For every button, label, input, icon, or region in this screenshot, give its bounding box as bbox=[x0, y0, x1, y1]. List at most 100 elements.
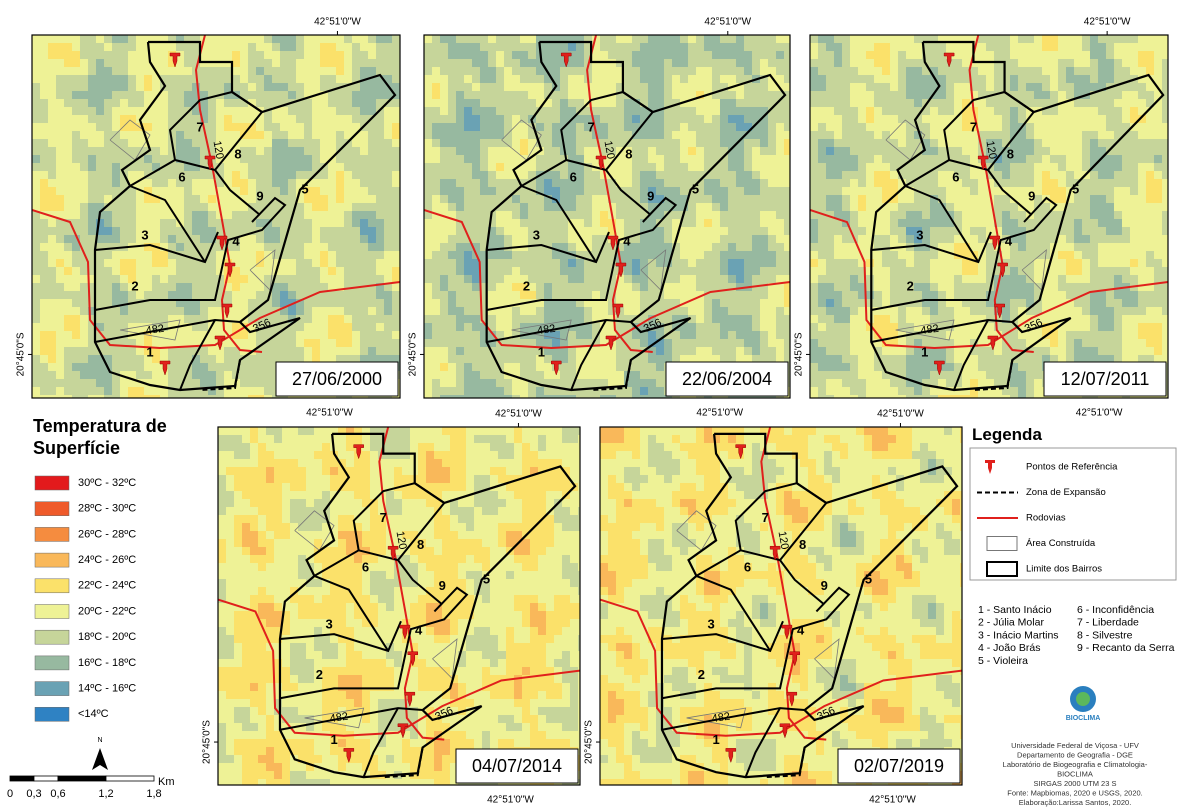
neighborhood-number: 6 bbox=[570, 169, 577, 184]
legend-swatch bbox=[35, 656, 69, 670]
map-date: 27/06/2000 bbox=[292, 369, 382, 389]
neighborhood-number: 2 bbox=[523, 278, 530, 293]
credit-line: Elaboração:Larissa Santos, 2020. bbox=[1019, 798, 1132, 807]
neighborhood-number: 1 bbox=[712, 732, 719, 747]
legend-title: Temperatura deSuperfície bbox=[33, 416, 167, 458]
scale-segment bbox=[34, 776, 58, 781]
credit-line: BIOCLIMA bbox=[1057, 770, 1093, 779]
neighborhood-number: 7 bbox=[970, 119, 977, 134]
neighborhood-name: 1 - Santo Inácio bbox=[978, 604, 1052, 616]
neighborhood-number: 2 bbox=[698, 667, 705, 682]
latitude-label: 20°45'0"S bbox=[408, 332, 419, 376]
map-date: 22/06/2004 bbox=[682, 369, 772, 389]
longitude-label: 42°51'0"W bbox=[306, 408, 353, 419]
neighborhood-name: 4 - João Brás bbox=[978, 642, 1040, 654]
latitude-label: 20°45'0"S bbox=[16, 332, 27, 376]
neighborhood-number: 5 bbox=[865, 571, 872, 586]
neighborhood-number: 4 bbox=[797, 623, 805, 638]
neighborhood-number: 7 bbox=[380, 510, 387, 525]
scale-label: 1,8 bbox=[146, 788, 161, 800]
legend-swatch bbox=[35, 553, 69, 567]
neighborhood-number: 1 bbox=[146, 344, 153, 359]
longitude-label: 42°51'0"W bbox=[704, 17, 751, 28]
neighborhood-number: 7 bbox=[196, 119, 203, 134]
neighborhood-number: 6 bbox=[362, 559, 369, 574]
neighborhood-number: 2 bbox=[907, 278, 914, 293]
credit-line: Universidade Federal de Viçosa - UFV bbox=[1011, 741, 1139, 750]
legend-swatch bbox=[35, 476, 69, 490]
neighborhood-number: 1 bbox=[538, 344, 545, 359]
neighborhood-number: 5 bbox=[301, 181, 308, 196]
neighborhood-number: 1 bbox=[330, 732, 337, 747]
neighborhood-number: 2 bbox=[316, 667, 323, 682]
neighborhood-number: 3 bbox=[916, 227, 923, 242]
latitude-label: 20°45'0"S bbox=[202, 720, 213, 764]
map-panel: 12345678948235612027/06/200042°51'0"W42°… bbox=[16, 17, 400, 419]
credit-line: Departamento de Geografia - DGE bbox=[1017, 751, 1133, 760]
road-label: 482 bbox=[536, 323, 556, 337]
legend-label: 30ºC - 32ºC bbox=[78, 477, 136, 489]
scale-segment bbox=[106, 776, 154, 781]
map-date: 04/07/2014 bbox=[472, 756, 562, 776]
legend-label: 14ºC - 16ºC bbox=[78, 683, 136, 695]
road-label: 482 bbox=[145, 323, 165, 337]
legend-built bbox=[987, 537, 1017, 551]
latitude-label: 20°45'0"S bbox=[794, 332, 805, 376]
page: 12345678948235612027/06/200042°51'0"W42°… bbox=[0, 0, 1182, 812]
neighborhood-number: 8 bbox=[417, 537, 424, 552]
legend-label: <14ºC bbox=[78, 708, 109, 720]
north-label: N bbox=[97, 737, 102, 744]
neighborhood-number: 3 bbox=[533, 227, 540, 242]
neighborhood-name: 9 - Recanto da Serra bbox=[1077, 642, 1175, 654]
credit-line: SIRGAS 2000 UTM 23 S bbox=[1034, 779, 1117, 788]
logo-mark bbox=[1076, 692, 1090, 706]
credit-line: Fonte: Mapbiomas, 2020 e USGS, 2020. bbox=[1007, 789, 1143, 798]
neighborhood-name: 7 - Liberdade bbox=[1077, 617, 1139, 629]
neighborhood-number: 4 bbox=[623, 233, 631, 248]
neighborhood-number: 8 bbox=[625, 146, 632, 161]
map-body: 123456789482356120 bbox=[424, 35, 792, 403]
legend-swatch bbox=[35, 502, 69, 516]
legend-swatch bbox=[35, 630, 69, 644]
neighborhood-number: 9 bbox=[821, 578, 828, 593]
logo-text: BIOCLIMA bbox=[1066, 715, 1101, 722]
legend-title-line: Superfície bbox=[33, 438, 120, 458]
neighborhood-number: 7 bbox=[587, 119, 594, 134]
north-arrow bbox=[92, 748, 108, 770]
neighborhood-number: 4 bbox=[1005, 233, 1013, 248]
map-body: 123456789482356120 bbox=[218, 427, 586, 787]
neighborhood-number: 6 bbox=[178, 169, 185, 184]
longitude-label: 42°51'0"W bbox=[314, 17, 361, 28]
neighborhood-number: 9 bbox=[439, 578, 446, 593]
figure: 12345678948235612027/06/200042°51'0"W42°… bbox=[0, 0, 1182, 812]
legend-label: 18ºC - 20ºC bbox=[78, 631, 136, 643]
scale-label: 1,2 bbox=[98, 788, 113, 800]
latitude-label: 20°45'0"S bbox=[584, 720, 595, 764]
neighborhood-number: 9 bbox=[1028, 188, 1035, 203]
scale-label: 0,3 bbox=[26, 788, 41, 800]
legend-item: Zona de Expansão bbox=[1026, 487, 1106, 498]
legend-item: Área Construída bbox=[1026, 538, 1096, 549]
legend-label: 28ºC - 30ºC bbox=[78, 503, 136, 515]
road-label: 482 bbox=[920, 323, 940, 337]
map-date: 12/07/2011 bbox=[1061, 369, 1150, 389]
road-label: 482 bbox=[711, 711, 731, 725]
neighborhood-number: 6 bbox=[744, 559, 751, 574]
legend-label: 26ºC - 28ºC bbox=[78, 528, 136, 540]
longitude-label: 42°51'0"W bbox=[696, 408, 743, 419]
scale-segment bbox=[10, 776, 34, 781]
neighborhood-number: 7 bbox=[762, 510, 769, 525]
legend-swatch bbox=[35, 579, 69, 593]
scale-segment bbox=[58, 776, 106, 781]
neighborhood-name: 5 - Violeira bbox=[978, 655, 1028, 667]
longitude-label: 42°51'0"W bbox=[487, 795, 534, 806]
neighborhood-number: 3 bbox=[708, 617, 715, 632]
legend-title-line: Temperatura de bbox=[33, 416, 167, 436]
neighborhood-number: 5 bbox=[483, 571, 490, 586]
legend-label: 24ºC - 26ºC bbox=[78, 554, 136, 566]
neighborhood-number: 4 bbox=[415, 623, 423, 638]
neighborhood-number: 4 bbox=[232, 233, 240, 248]
